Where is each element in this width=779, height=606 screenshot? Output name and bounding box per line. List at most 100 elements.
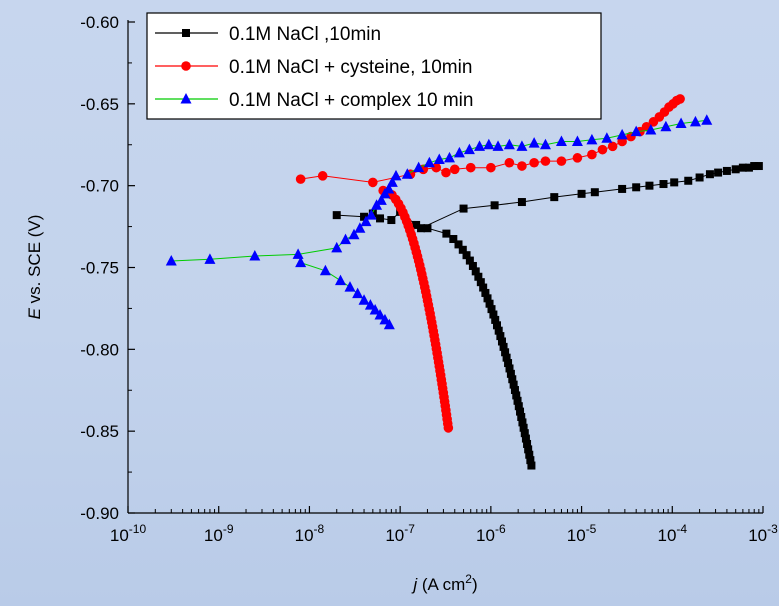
- data-point: [368, 177, 378, 188]
- data-point: [376, 214, 385, 223]
- data-point: [383, 182, 395, 194]
- data-point: [630, 125, 642, 137]
- data-point: [572, 153, 583, 163]
- data-point: [481, 288, 490, 297]
- y-axis-title: E vs. SCE (V): [25, 215, 44, 320]
- data-point: [590, 188, 599, 197]
- data-point: [449, 235, 458, 244]
- data-point: [479, 283, 488, 292]
- data-point: [705, 170, 714, 179]
- data-point: [526, 456, 535, 465]
- data-point: [525, 450, 534, 459]
- data-point: [519, 423, 528, 432]
- x-tick-label: 10-4: [657, 522, 687, 545]
- data-point: [369, 304, 381, 315]
- data-point: [689, 115, 701, 127]
- y-tick-label: -0.75: [80, 259, 119, 278]
- data-point: [540, 156, 551, 166]
- data-point: [182, 29, 190, 37]
- series-triangle: [165, 114, 713, 330]
- data-point: [423, 224, 432, 233]
- data-point: [352, 287, 364, 299]
- data-point: [412, 220, 421, 229]
- data-point: [555, 135, 567, 146]
- data-point: [433, 153, 445, 164]
- data-point: [417, 224, 426, 233]
- data-point: [489, 310, 498, 319]
- series-square: [332, 162, 763, 470]
- y-tick-label: -0.80: [80, 340, 119, 359]
- data-point: [443, 423, 454, 433]
- data-point: [504, 359, 513, 368]
- data-point: [750, 162, 759, 171]
- data-point: [503, 138, 515, 150]
- data-point: [754, 162, 763, 171]
- data-point: [494, 326, 503, 335]
- data-point: [295, 256, 307, 268]
- data-point: [513, 396, 522, 405]
- data-point: [504, 157, 515, 168]
- data-point: [474, 272, 483, 281]
- data-point: [684, 176, 693, 185]
- data-point: [340, 233, 352, 245]
- data-point: [520, 429, 529, 438]
- data-point: [645, 181, 654, 190]
- y-tick-label: -0.65: [80, 95, 119, 114]
- data-point: [423, 156, 435, 168]
- data-point: [618, 184, 627, 193]
- data-point: [459, 204, 468, 213]
- data-point: [517, 412, 526, 421]
- y-tick-label: -0.90: [80, 504, 119, 523]
- data-point: [632, 183, 641, 192]
- data-point: [431, 162, 442, 173]
- data-point: [334, 274, 346, 286]
- data-point: [597, 144, 608, 155]
- data-point: [506, 369, 515, 378]
- data-point: [505, 364, 514, 373]
- data-point: [449, 164, 460, 175]
- data-point: [509, 380, 518, 389]
- legend-label: 0.1M NaCl + complex 10 min: [229, 90, 473, 111]
- data-point: [441, 167, 451, 178]
- data-point: [524, 445, 533, 454]
- data-point: [442, 229, 451, 238]
- data-point: [607, 141, 618, 152]
- data-point: [491, 315, 500, 324]
- data-point: [344, 281, 356, 292]
- data-point: [502, 353, 511, 362]
- data-point: [731, 165, 740, 174]
- data-point: [474, 140, 486, 151]
- y-tick-label: -0.70: [80, 177, 119, 196]
- plot-axes: -0.60 -0.65 -0.70 -0.75 -0.80 -0.85 -0.9010-10…: [80, 13, 778, 545]
- x-tick-label: 10-9: [204, 522, 234, 545]
- data-point: [317, 171, 328, 181]
- data-point: [501, 348, 510, 357]
- data-point: [486, 162, 496, 173]
- series-layer: [165, 94, 763, 470]
- axis-titles: j (A cm2) E vs. SCE (V): [25, 215, 478, 594]
- data-point: [331, 241, 343, 253]
- data-point: [497, 337, 506, 346]
- data-point: [517, 161, 527, 171]
- data-point: [539, 138, 551, 150]
- data-point: [476, 278, 485, 287]
- data-point: [319, 264, 331, 276]
- data-point: [714, 168, 723, 177]
- data-point: [204, 253, 216, 264]
- data-point: [454, 240, 463, 249]
- data-point: [364, 299, 376, 310]
- data-point: [518, 418, 527, 427]
- data-point: [483, 294, 492, 303]
- data-point: [516, 140, 528, 151]
- data-point: [485, 299, 494, 308]
- data-point: [374, 308, 386, 320]
- legend-box: [146, 12, 602, 120]
- data-point: [675, 117, 687, 128]
- data-point: [529, 157, 539, 168]
- data-point: [521, 434, 530, 443]
- data-point: [383, 318, 395, 330]
- data-point: [292, 248, 304, 259]
- legend: 0.1M NaCl ,10min 0.1M NaCl + cysteine, 10…: [146, 12, 602, 120]
- data-point: [616, 128, 628, 140]
